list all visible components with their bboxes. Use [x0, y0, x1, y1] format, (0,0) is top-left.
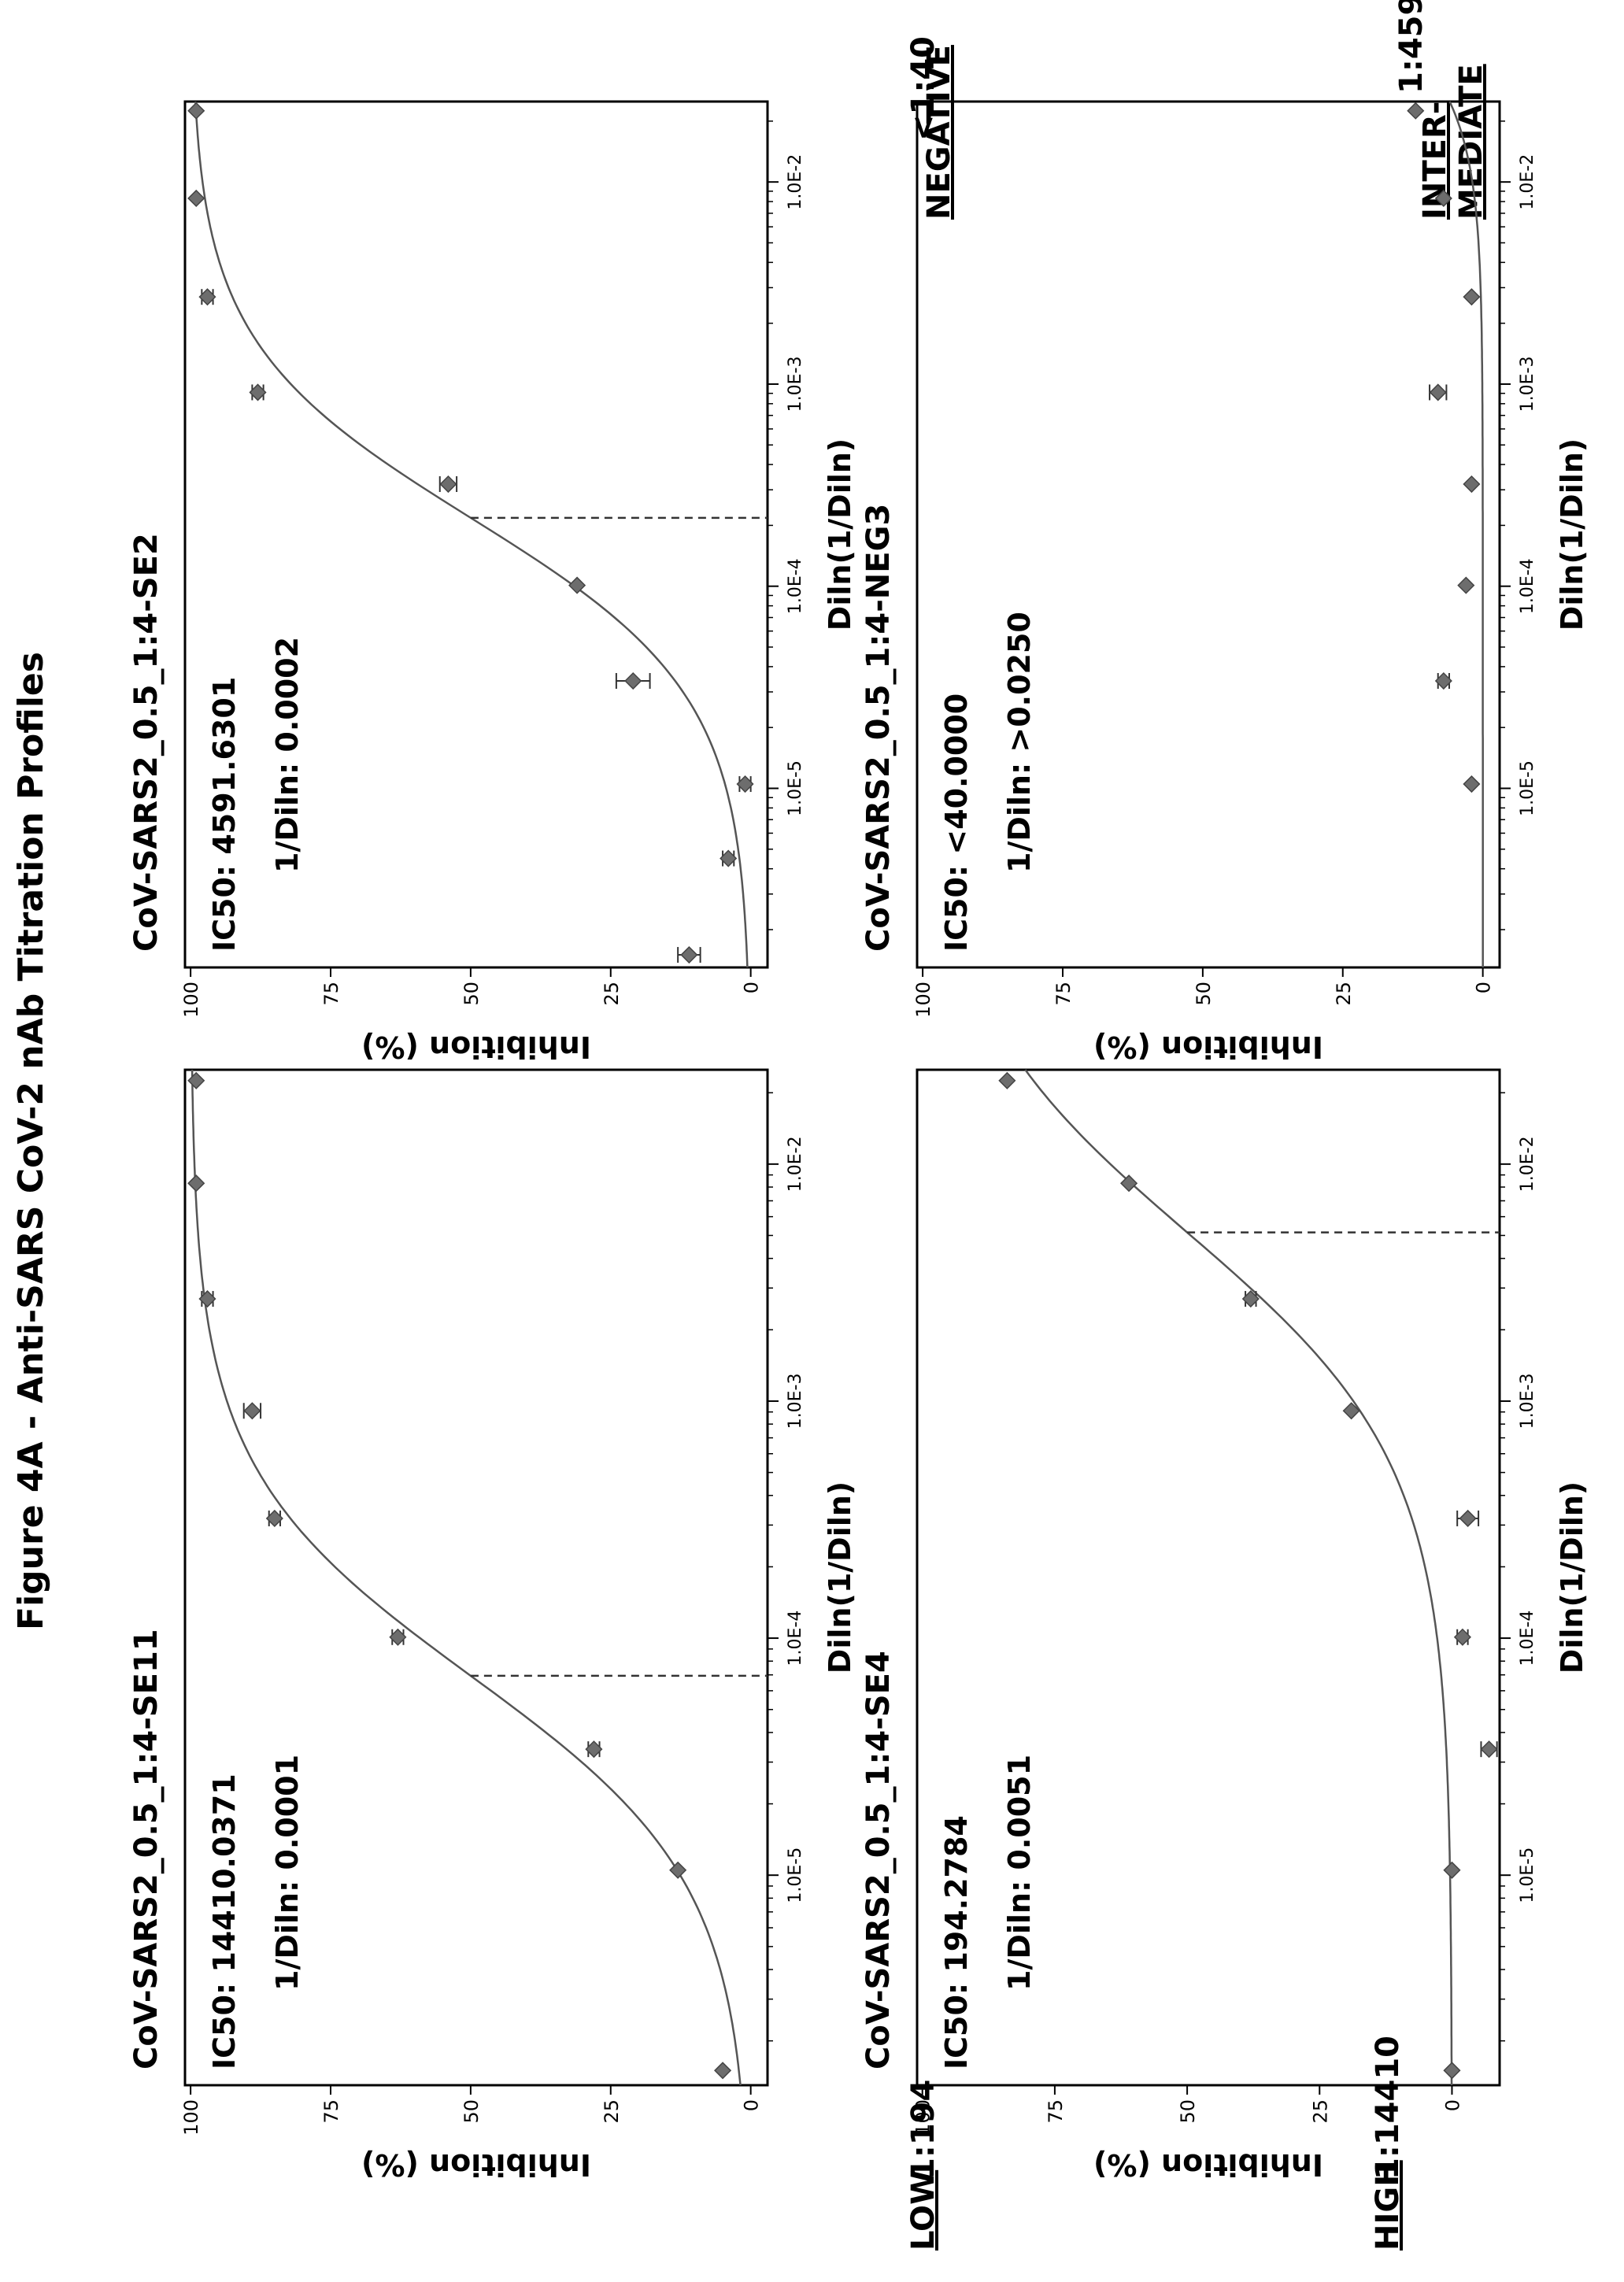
data-point	[265, 1509, 283, 1528]
y-tick-label: 75	[320, 982, 342, 1006]
data-point	[680, 945, 698, 964]
x-tick-label: 1.0E-5	[1518, 1847, 1537, 1903]
y-tick-label: 25	[1333, 982, 1355, 1006]
y-tick-label: 75	[1045, 2099, 1067, 2124]
data-point	[439, 475, 457, 494]
fit-curve	[1448, 101, 1484, 967]
x-tick-label: 1.0E-4	[1518, 558, 1537, 614]
fit-curve	[194, 101, 749, 968]
y-tick-label: 75	[320, 2099, 342, 2124]
data-point	[243, 1402, 261, 1420]
fit-curve	[191, 1069, 742, 2086]
x-tick-label: 1.0E-2	[786, 154, 805, 210]
y-tick-label: 25	[601, 2099, 623, 2124]
data-point	[1463, 288, 1481, 306]
x-tick-label: 1.0E-2	[786, 1136, 805, 1192]
y-tick-label: 50	[1177, 2099, 1199, 2124]
data-point	[1407, 102, 1425, 120]
x-tick-label: 1.0E-2	[1518, 1136, 1537, 1192]
data-point	[187, 1174, 205, 1193]
data-point	[669, 1861, 687, 1879]
data-point	[1429, 383, 1447, 401]
y-tick-label: 100	[180, 982, 202, 1018]
plot-frame	[916, 1068, 1501, 2087]
data-point	[1463, 775, 1481, 793]
data-point	[624, 671, 642, 690]
y-tick-label: 100	[912, 2099, 934, 2136]
data-point	[1459, 1509, 1477, 1528]
y-tick-label: 50	[461, 982, 483, 1006]
data-point	[1434, 189, 1452, 208]
x-tick-label: 1.0E-4	[786, 558, 805, 614]
data-point	[187, 102, 205, 120]
plot-frame	[916, 100, 1501, 969]
data-point	[1443, 1861, 1461, 1879]
x-tick-label: 1.0E-5	[786, 1847, 805, 1903]
y-tick-label: 100	[912, 982, 934, 1018]
plot-frame	[183, 1068, 769, 2087]
data-point	[720, 849, 738, 867]
data-point	[249, 383, 267, 401]
data-point	[998, 1071, 1016, 1089]
data-point	[1453, 1628, 1471, 1646]
data-point	[585, 1740, 603, 1759]
data-point	[1463, 475, 1481, 494]
data-point	[198, 1289, 216, 1308]
x-tick-label: 1.0E-4	[1518, 1611, 1537, 1666]
data-point	[1457, 576, 1475, 594]
y-tick-label: 0	[1473, 982, 1495, 993]
plot-frame	[183, 100, 769, 969]
data-point	[1241, 1289, 1260, 1308]
data-point	[389, 1628, 407, 1646]
data-point	[1342, 1402, 1360, 1420]
x-tick-label: 1.0E-3	[1518, 1374, 1537, 1429]
x-tick-label: 1.0E-3	[786, 1374, 805, 1429]
y-tick-label: 50	[1193, 982, 1215, 1006]
y-tick-label: 25	[601, 982, 623, 1006]
x-tick-label: 1.0E-3	[1518, 357, 1537, 412]
y-tick-label: 0	[741, 982, 763, 993]
data-point	[1120, 1174, 1138, 1193]
data-point	[568, 576, 586, 594]
data-point	[187, 1071, 205, 1089]
y-tick-label: 0	[741, 2099, 763, 2111]
data-point	[187, 189, 205, 208]
data-point	[1480, 1740, 1498, 1759]
y-tick-label: 25	[1309, 2099, 1331, 2124]
y-tick-label: 100	[180, 2099, 202, 2136]
x-tick-label: 1.0E-4	[786, 1611, 805, 1666]
data-point	[1434, 671, 1452, 690]
x-tick-label: 1.0E-5	[786, 760, 805, 816]
data-point	[714, 2062, 732, 2080]
data-point	[198, 288, 216, 306]
fit-curve	[1024, 1069, 1453, 2086]
y-tick-label: 0	[1441, 2099, 1463, 2111]
y-tick-label: 50	[461, 2099, 483, 2124]
data-point	[1443, 2062, 1461, 2080]
x-tick-label: 1.0E-3	[786, 357, 805, 412]
y-tick-label: 75	[1052, 982, 1075, 1006]
x-tick-label: 1.0E-2	[1518, 154, 1537, 210]
data-point	[736, 775, 754, 793]
x-tick-label: 1.0E-5	[1518, 760, 1537, 816]
